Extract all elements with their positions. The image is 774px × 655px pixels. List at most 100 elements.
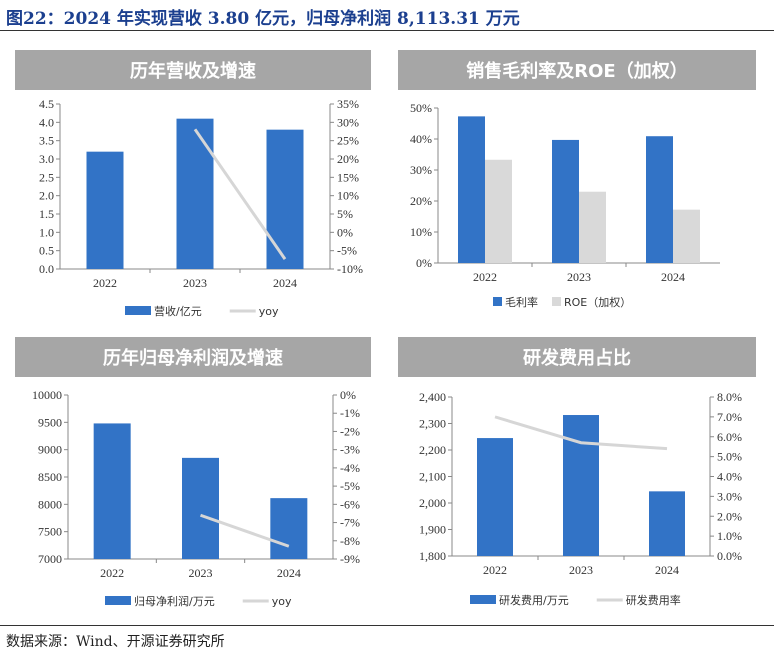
y2-tick-label: -5% xyxy=(340,479,360,493)
x-tick-label: 2023 xyxy=(183,276,207,290)
legend-label: 归母净利润/万元 xyxy=(134,594,215,608)
y-tick-label: 1.0 xyxy=(39,225,54,239)
x-tick-label: 2022 xyxy=(93,276,117,290)
y2-tick-label: -4% xyxy=(340,461,360,475)
y2-tick-label: 7.0% xyxy=(717,410,742,424)
legend-swatch xyxy=(552,297,561,306)
y-tick-label: 0% xyxy=(416,256,432,270)
legend-swatch xyxy=(125,306,151,315)
y-tick-label: 2,000 xyxy=(419,496,446,510)
y2-tick-label: 0% xyxy=(337,225,353,239)
bar-2024 xyxy=(646,136,673,263)
bar-2023 xyxy=(579,191,606,263)
x-tick-label: 2024 xyxy=(273,276,297,290)
y2-tick-label: 4.0% xyxy=(717,470,742,484)
y2-tick-label: -7% xyxy=(340,516,360,530)
y2-tick-label: 5.0% xyxy=(717,450,742,464)
x-tick-label: 2022 xyxy=(473,270,497,284)
y2-tick-label: 30% xyxy=(337,115,359,129)
y2-tick-label: 3.0% xyxy=(717,489,742,503)
source-note: 数据来源：Wind、开源证券研究所 xyxy=(6,634,225,650)
y-tick-label: 1,900 xyxy=(419,523,446,537)
panel-header-rd: 研发费用占比 xyxy=(398,337,756,377)
y2-tick-label: 15% xyxy=(337,170,359,184)
bar-2022 xyxy=(86,151,124,269)
bar-2023 xyxy=(176,118,214,270)
y-tick-label: 9000 xyxy=(38,443,62,457)
y-tick-label: 2.0 xyxy=(39,189,54,203)
y2-tick-label: -6% xyxy=(340,497,360,511)
footer-divider xyxy=(0,625,774,626)
x-tick-label: 2024 xyxy=(655,563,679,577)
line-series xyxy=(193,128,287,260)
y-tick-label: 1,800 xyxy=(419,549,446,563)
panel-header-margin-roe: 销售毛利率及ROE（加权） xyxy=(398,50,756,90)
y-tick-label: 7500 xyxy=(38,525,62,539)
y2-tick-label: 2.0% xyxy=(717,509,742,523)
y2-tick-label: -3% xyxy=(340,443,360,457)
y-tick-label: 2,300 xyxy=(419,417,446,431)
y2-tick-label: -10% xyxy=(337,262,363,276)
title-divider xyxy=(0,30,774,31)
panel-header-net-profit: 历年归母净利润及增速 xyxy=(15,337,371,377)
panel-header-revenue: 历年营收及增速 xyxy=(15,50,371,90)
y-tick-label: 2,100 xyxy=(419,470,446,484)
y-tick-label: 4.0 xyxy=(39,115,54,129)
bar-2023 xyxy=(182,457,219,559)
legend-label: yoy xyxy=(272,595,292,608)
y-tick-label: 3.0 xyxy=(39,152,54,166)
y-tick-label: 20% xyxy=(410,194,432,208)
y2-tick-label: -1% xyxy=(340,406,360,420)
x-tick-label: 2022 xyxy=(483,563,507,577)
x-tick-label: 2024 xyxy=(277,566,301,580)
y2-tick-label: 10% xyxy=(337,189,359,203)
y-tick-label: 9500 xyxy=(38,415,62,429)
y2-tick-label: 6.0% xyxy=(717,430,742,444)
bar-2022 xyxy=(477,438,513,556)
line-series xyxy=(494,415,668,451)
y-tick-label: 0.0 xyxy=(39,262,54,276)
y2-tick-label: 0.0% xyxy=(717,549,742,563)
y-tick-label: 2.5 xyxy=(39,170,54,184)
bar-2024 xyxy=(266,129,304,269)
y-tick-label: 30% xyxy=(410,163,432,177)
legend-swatch xyxy=(493,297,502,306)
y-tick-label: 3.5 xyxy=(39,134,54,148)
y-tick-label: 50% xyxy=(410,101,432,115)
y-tick-label: 8000 xyxy=(38,497,62,511)
bar-2024 xyxy=(649,491,685,556)
y-tick-label: 0.5 xyxy=(39,244,54,258)
x-tick-label: 2024 xyxy=(661,270,685,284)
y2-tick-label: 35% xyxy=(337,97,359,111)
y2-tick-label: 1.0% xyxy=(717,529,742,543)
x-tick-label: 2023 xyxy=(567,270,591,284)
x-tick-label: 2022 xyxy=(100,566,124,580)
y-tick-label: 7000 xyxy=(38,552,62,566)
legend-label: ROE（加权） xyxy=(564,296,631,309)
y-tick-label: 4.5 xyxy=(39,97,54,111)
bar-2022 xyxy=(485,159,512,263)
y2-tick-label: 20% xyxy=(337,152,359,166)
y-tick-label: 8500 xyxy=(38,470,62,484)
legend-label: 研发费用率 xyxy=(626,593,681,607)
bar-2022 xyxy=(458,116,485,264)
legend-label: 研发费用/万元 xyxy=(499,593,569,607)
figure-title: 图22：2024 年实现营收 3.80 亿元，归母净利润 8,113.31 万元 xyxy=(6,9,520,29)
y-tick-label: 10000 xyxy=(32,388,62,402)
y2-tick-label: 5% xyxy=(337,207,353,221)
y2-tick-label: 8.0% xyxy=(717,390,742,404)
legend-swatch xyxy=(470,595,496,604)
y2-tick-label: -5% xyxy=(337,244,357,258)
x-tick-label: 2023 xyxy=(569,563,593,577)
bar-2024 xyxy=(270,498,308,559)
x-tick-label: 2023 xyxy=(189,566,213,580)
bar-2023 xyxy=(563,415,599,556)
y2-tick-label: 25% xyxy=(337,134,359,148)
bar-2023 xyxy=(552,139,579,263)
y-tick-label: 2,200 xyxy=(419,443,446,457)
line-series xyxy=(200,513,290,548)
y2-tick-label: -8% xyxy=(340,534,360,548)
bar-2024 xyxy=(673,209,700,263)
